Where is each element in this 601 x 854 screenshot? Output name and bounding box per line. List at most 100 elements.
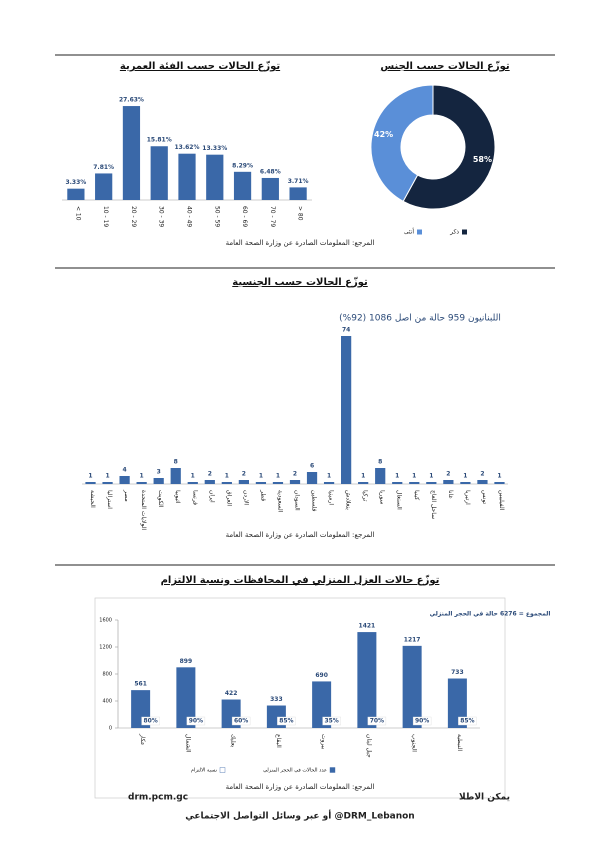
compliance-box [186, 716, 206, 726]
x-tick-label: السنغال [396, 490, 403, 510]
compliance-box [458, 716, 477, 726]
x-tick-label: > 80 [297, 206, 304, 221]
value-label: 1 [140, 473, 144, 480]
x-tick-label: فلسطين [311, 490, 318, 512]
x-tick-label: بيروت [320, 734, 327, 750]
bar [85, 482, 96, 484]
x-tick-label: بنغلادش [345, 490, 352, 510]
x-tick-label: مصر [123, 489, 130, 502]
x-tick-label: 50 - 59 [213, 206, 220, 227]
legend-label: عدد الحالات في الحجر المنزلي [263, 768, 327, 774]
footer-prefix: يمكن الاطلا [459, 793, 510, 803]
value-label: 899 [180, 658, 193, 665]
bar [447, 678, 467, 728]
value-label: 1 [497, 473, 501, 480]
value-label: 1421 [359, 623, 376, 630]
donut-slice [402, 84, 496, 210]
bar [255, 482, 267, 484]
footer-url: drm.pcm.gc [128, 793, 188, 803]
value-label: 2 [446, 471, 450, 478]
value-label: 690 [315, 672, 328, 679]
value-label: 733 [451, 669, 464, 676]
slice-label: 42% [374, 130, 393, 139]
compliance-box [141, 716, 160, 726]
source-note: المرجع: المعلومات الصادرة عن وزارة الصحة… [226, 531, 375, 539]
bar [261, 177, 279, 200]
bar [170, 468, 181, 484]
footer-social: أو عبر وسائل التواصل الاجتماعي @DRM_Leba… [185, 810, 414, 822]
chart-title: توزّع الحالات حسب الفئة العمرية [120, 61, 280, 72]
compliance-label: 70% [370, 718, 384, 725]
bar [67, 188, 85, 200]
value-label: 1 [225, 473, 229, 480]
value-label: 8 [378, 459, 382, 466]
value-label: 333 [270, 696, 283, 703]
value-label: 6.48% [260, 168, 281, 175]
value-label: 8.29% [232, 162, 253, 169]
bar [178, 153, 196, 200]
plot-frame [94, 597, 506, 799]
annotation: اللبنانيون 959 حالة من اصل 1086 (92%) [339, 314, 501, 324]
x-tick-label: 60 - 69 [241, 206, 248, 227]
bar [357, 632, 377, 728]
x-tick-label: العراق [225, 490, 232, 506]
bar [477, 480, 488, 484]
bar [402, 645, 422, 728]
bar [238, 480, 249, 484]
bar [312, 681, 332, 728]
bar [119, 476, 130, 484]
value-label: 2 [480, 471, 484, 478]
bar [204, 480, 215, 484]
source-note: المرجع: المعلومات الصادرة عن وزارة الصحة… [226, 239, 375, 247]
bar [153, 478, 164, 484]
value-label: 3.33% [65, 179, 86, 186]
bar [221, 482, 232, 484]
value-label: 4 [123, 467, 127, 474]
x-tick-label: غانا [447, 490, 454, 498]
legend-label: ذكر [449, 229, 459, 236]
x-tick-label: تركيا [362, 490, 369, 502]
compliance-box [231, 716, 251, 726]
compliance-label: 80% [143, 718, 157, 725]
compliance-label: 35% [324, 718, 338, 725]
x-tick-label: < 10 [74, 206, 81, 221]
x-tick-label: البقاع [275, 734, 282, 748]
legend-swatch [462, 229, 467, 235]
value-label: 2 [208, 471, 212, 478]
bar [289, 480, 301, 484]
x-tick-label: فرنسا [191, 490, 198, 505]
value-label: 1217 [404, 636, 421, 643]
bar [323, 482, 335, 484]
x-tick-label: عكار [139, 733, 146, 746]
y-tick-label: 800 [102, 672, 112, 678]
value-label: 1 [361, 473, 365, 480]
bar [233, 171, 252, 200]
y-tick-label: 1200 [99, 645, 112, 651]
bar [341, 336, 352, 484]
chart-title: توزّع الحالات حسب الجنسية [232, 277, 368, 288]
value-label: 422 [225, 690, 238, 697]
value-label: 1 [463, 473, 467, 480]
compliance-label: 85% [460, 718, 474, 725]
x-tick-label: جبل لبنان [365, 734, 372, 758]
x-tick-label: السعودية [276, 490, 283, 513]
value-label: 1 [412, 473, 416, 480]
bar [206, 154, 224, 200]
x-tick-label: الفيليبين [498, 490, 505, 511]
value-label: 6 [310, 463, 314, 470]
x-tick-label: الشمال [184, 734, 191, 753]
bar [426, 482, 437, 484]
x-tick-label: الاردن [242, 490, 249, 505]
value-label: 8 [174, 459, 178, 466]
compliance-box [277, 716, 296, 726]
compliance-label: 90% [415, 718, 429, 725]
y-tick-label: 400 [102, 699, 112, 705]
x-tick-label: 30 - 39 [158, 206, 165, 227]
value-label: 13.33% [202, 145, 227, 152]
bar [176, 667, 196, 728]
y-tick-label: 0 [109, 726, 112, 732]
x-tick-label: قطر [259, 489, 266, 501]
bar [443, 480, 454, 484]
bar [102, 482, 113, 484]
